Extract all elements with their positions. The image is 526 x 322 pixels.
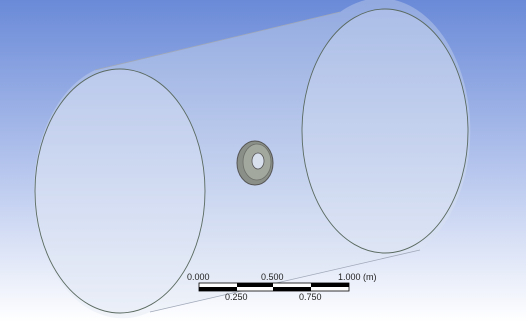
scale-label: 0.500 — [261, 272, 284, 282]
scale-segment — [199, 287, 237, 291]
cylinder-end — [302, 9, 468, 253]
page: 0.000 0.500 1.000 (m) 0.250 0.750 (() =>… — [0, 0, 526, 322]
scale-label: 0.250 — [225, 292, 248, 302]
cylinder-end — [35, 69, 205, 313]
scale-label: 1.000 (m) — [338, 272, 377, 282]
scale-segment — [311, 283, 349, 287]
scale-segment — [237, 283, 273, 287]
scale-label: 0.750 — [299, 292, 322, 302]
scale-label: 0.000 — [187, 272, 210, 282]
viewport: 0.000 0.500 1.000 (m) 0.250 0.750 — [0, 0, 526, 322]
ring-hole — [252, 153, 264, 169]
scale-segment — [273, 287, 311, 291]
